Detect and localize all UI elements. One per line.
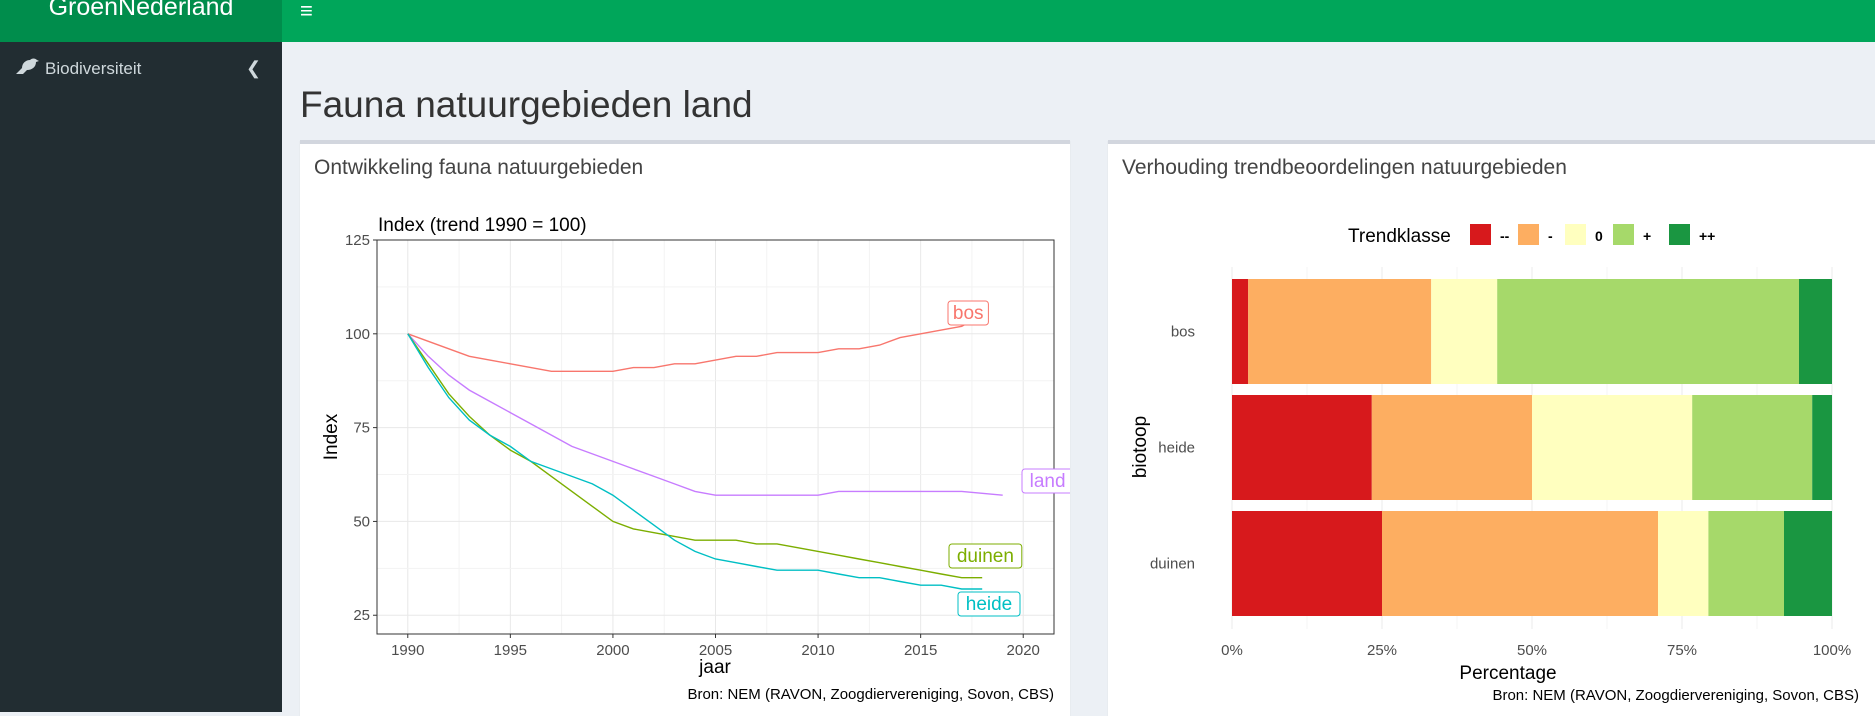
x-axis-label: jaar (698, 657, 731, 678)
legend-label-4: ++ (1699, 228, 1715, 244)
x-axis-label: Percentage (1459, 663, 1556, 684)
x-tick-label: 2000 (596, 642, 629, 659)
bar-segment-heide (1232, 395, 1372, 500)
series-label-box (957, 591, 1021, 617)
bar-segment-bos (1248, 279, 1432, 384)
y-tick-label: 125 (345, 232, 370, 249)
legend-swatch-0 (1470, 224, 1491, 245)
series-label-box (947, 300, 989, 326)
hamburger-icon[interactable]: ≡ (300, 0, 313, 23)
bird-icon (16, 58, 39, 74)
legend-label-3: + (1643, 228, 1651, 244)
y-tick-label: 25 (353, 607, 370, 624)
x-tick-label: 1990 (391, 642, 424, 659)
x-tick-label: 1995 (494, 642, 527, 659)
bar-segment-duinen (1232, 511, 1382, 616)
bar-segment-bos (1232, 279, 1249, 384)
page-title: Fauna natuurgebieden land (300, 84, 753, 125)
legend-label-0: -- (1500, 228, 1510, 244)
series-line-heide (407, 333, 983, 590)
x-tick-label: 75% (1667, 642, 1697, 659)
legend-label-2: 0 (1595, 228, 1603, 244)
line-chart: 1990 1995 2000 2005 2010 2015 2020 25 50 75 100 125… (321, 215, 1070, 703)
panel-title: Ontwikkeling fauna natuurgebieden (314, 156, 644, 179)
panel-trend-ratios: Verhouding trendbeoordelingen natuurgebi… (1108, 140, 1875, 716)
bar-segment-duinen (1382, 511, 1658, 616)
legend-swatch-3 (1613, 224, 1634, 245)
chart-title: Index (trend 1990 = 100) (378, 215, 587, 236)
series-label-box (948, 543, 1023, 569)
source-text: Bron: NEM (RAVON, Zoogdiervereniging, So… (687, 686, 1054, 703)
x-tick-label: 2020 (1007, 642, 1040, 659)
bar-segment-duinen (1784, 511, 1832, 616)
series-label-box (1021, 468, 1070, 494)
category-label-heide: heide (1158, 440, 1195, 457)
x-tick-label: 2005 (699, 642, 732, 659)
x-tick-label: 2010 (801, 642, 834, 659)
x-tick-label: 0% (1221, 642, 1243, 659)
series-label-heide: heide (966, 594, 1013, 615)
source-text: Bron: NEM (RAVON, Zoogdiervereniging, So… (1492, 687, 1859, 704)
bar-segment-heide (1532, 395, 1693, 500)
legend-swatch-4 (1669, 224, 1690, 245)
bar-segment-heide (1692, 395, 1813, 500)
brand-logo[interactable]: GroenNederland (0, 0, 282, 42)
x-tick-label: 100% (1813, 642, 1851, 659)
y-tick-label: 75 (353, 420, 370, 437)
bar-segment-duinen (1708, 511, 1784, 616)
series-label-bos: bos (953, 303, 984, 324)
legend-title: Trendklasse (1348, 226, 1451, 247)
bar-segment-heide (1371, 395, 1532, 500)
y-axis-label: Index (321, 413, 342, 460)
bar-segment-duinen (1658, 511, 1709, 616)
top-navbar: GroenNederland ≡ (0, 0, 1875, 42)
bar-segment-bos (1497, 279, 1799, 384)
panel-title: Verhouding trendbeoordelingen natuurgebi… (1122, 156, 1567, 179)
legend-label-1: - (1548, 228, 1553, 244)
chevron-left-icon[interactable]: ❮ (246, 58, 262, 78)
series-label-duinen: duinen (957, 546, 1014, 567)
series-line-bos (407, 314, 983, 372)
y-axis-label: biotoop (1130, 416, 1151, 478)
x-tick-label: 25% (1367, 642, 1397, 659)
stacked-bar-chart: bos heide duinen 0% 25% 50% 75% 100% Percentage b… (1130, 224, 1859, 704)
x-tick-label: 50% (1517, 642, 1547, 659)
y-tick-label: 50 (353, 513, 370, 530)
legend-swatch-2 (1565, 224, 1586, 245)
series-label-land: land (1030, 471, 1066, 492)
series-line-land (407, 333, 1003, 496)
sidebar-item-label: Biodiversiteit (45, 59, 142, 78)
x-tick-label: 2015 (904, 642, 937, 659)
bar-segment-heide (1812, 395, 1832, 500)
panel-fauna-development: Ontwikkeling fauna natuurgebieden 1990 19… (300, 140, 1070, 716)
category-label-bos: bos (1171, 324, 1195, 341)
sidebar-item-biodiversiteit[interactable]: Biodiversiteit ❮ (0, 42, 282, 96)
category-label-duinen: duinen (1150, 556, 1195, 573)
sidebar: Biodiversiteit ❮ (0, 42, 282, 712)
series-line-duinen (407, 333, 983, 579)
bar-segment-bos (1799, 279, 1832, 384)
bar-segment-bos (1431, 279, 1498, 384)
brand-text[interactable]: GroenNederland (48, 0, 234, 21)
y-tick-label: 100 (345, 326, 370, 343)
legend-swatch-1 (1518, 224, 1539, 245)
